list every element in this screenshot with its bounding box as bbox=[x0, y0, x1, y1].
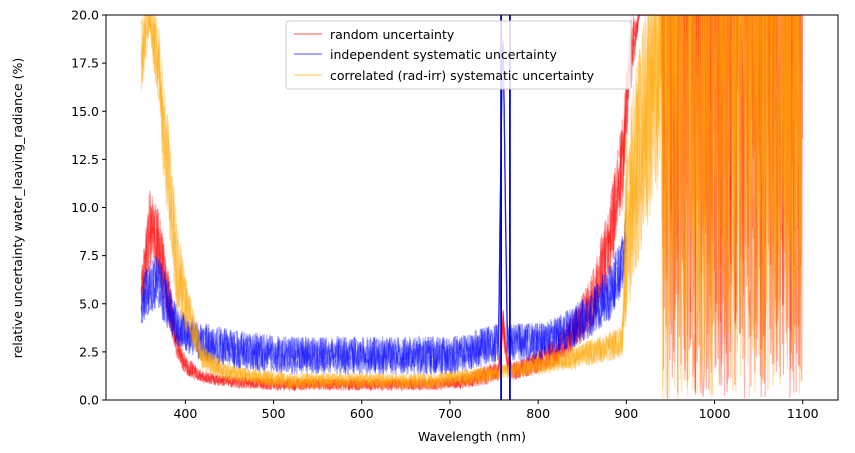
legend-label-correlated: correlated (rad-irr) systematic uncertai… bbox=[330, 68, 595, 83]
series-correlated-trace bbox=[140, 15, 803, 395]
series-random-trace bbox=[140, 15, 804, 397]
series-independent-trace bbox=[140, 41, 627, 375]
y-tick-label: 7.5 bbox=[79, 248, 99, 263]
series-independent-trace bbox=[140, 41, 627, 376]
series-independent-trace bbox=[140, 39, 627, 375]
series-correlated-trace bbox=[140, 15, 804, 397]
y-tick-label: 10.0 bbox=[71, 200, 99, 215]
x-tick-label: 1000 bbox=[699, 406, 731, 421]
series-random-trace bbox=[140, 15, 802, 399]
series-random-trace bbox=[140, 15, 803, 394]
x-tick-label: 400 bbox=[173, 406, 197, 421]
legend-label-independent: independent systematic uncertainty bbox=[330, 47, 557, 62]
series-correlated-trace bbox=[140, 15, 803, 399]
y-tick-label: 12.5 bbox=[71, 152, 99, 167]
series-correlated-trace bbox=[140, 15, 803, 391]
y-tick-label: 0.0 bbox=[79, 393, 99, 408]
x-axis-ticks: 400 500 600 700 800 900 1000 1100 bbox=[173, 400, 819, 421]
series-independent-trace bbox=[141, 39, 627, 375]
y-tick-label: 2.5 bbox=[79, 344, 99, 359]
y-axis-ticks: 0.0 2.5 5.0 7.5 10.0 12.5 15.0 17.5 20.0 bbox=[71, 8, 106, 408]
series-correlated-trace bbox=[140, 15, 802, 398]
series-independent bbox=[140, 39, 627, 376]
y-tick-label: 15.0 bbox=[71, 104, 99, 119]
x-tick-label: 600 bbox=[350, 406, 374, 421]
series-independent-trace bbox=[140, 40, 627, 375]
y-tick-label: 5.0 bbox=[79, 296, 99, 311]
series-independent-trace bbox=[140, 42, 627, 375]
x-tick-label: 500 bbox=[262, 406, 286, 421]
x-tick-label: 900 bbox=[614, 406, 638, 421]
legend-label-random: random uncertainty bbox=[330, 27, 455, 42]
series-random-trace bbox=[140, 15, 803, 393]
series-correlated-trace bbox=[140, 15, 802, 400]
series-random-trace bbox=[140, 15, 801, 399]
series-random-trace bbox=[140, 15, 804, 399]
x-tick-label: 700 bbox=[438, 406, 462, 421]
legend-box bbox=[285, 20, 632, 90]
y-axis-label: relative uncertainty water_leaving_radia… bbox=[10, 58, 25, 359]
x-tick-label: 1100 bbox=[787, 406, 819, 421]
x-tick-label: 800 bbox=[526, 406, 550, 421]
legend: random uncertainty independent systemati… bbox=[285, 20, 632, 90]
series-correlated bbox=[140, 15, 804, 400]
series-random bbox=[140, 15, 804, 399]
series-layer bbox=[140, 15, 804, 400]
y-tick-label: 20.0 bbox=[71, 8, 99, 23]
y-tick-label: 17.5 bbox=[71, 56, 99, 71]
x-axis-label: Wavelength (nm) bbox=[418, 429, 526, 444]
